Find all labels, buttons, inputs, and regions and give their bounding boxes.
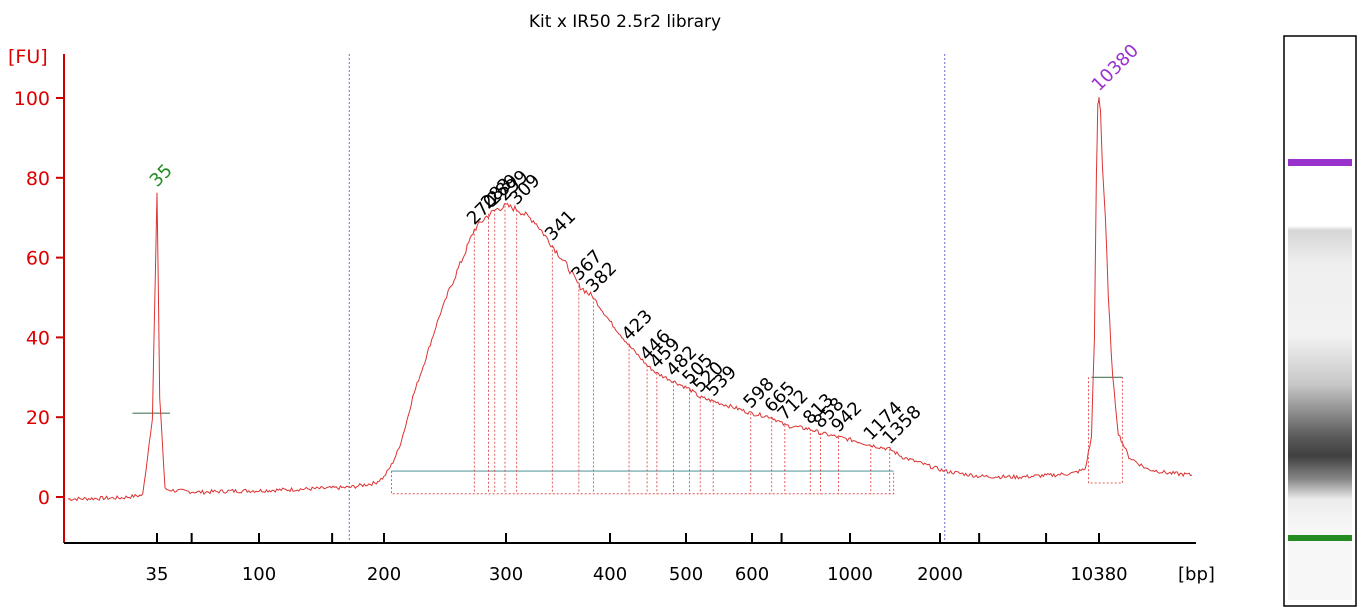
analysis-region: [348, 54, 946, 543]
axes: 0 20 40 60 80 100 35 100 200 300 400 500 600 1000 2000…: [14, 54, 1196, 585]
fluorescence-trace-line: [67, 97, 1193, 502]
x-tick-label: 35: [146, 564, 169, 585]
y-tick-label: 40: [26, 327, 50, 349]
lower-marker-label: 35: [146, 160, 177, 191]
x-tick-label: 10380: [1070, 564, 1127, 585]
chart-title: Kit x IR50 2.5r2 library: [529, 12, 721, 32]
x-tick-label: 2000: [917, 564, 963, 585]
gel-lane-smear: [1288, 120, 1352, 600]
x-tick-label: 300: [489, 564, 523, 585]
marker-layer: 35 10380: [146, 40, 1143, 191]
x-tick-label: 200: [367, 564, 401, 585]
y-tick-label: 80: [26, 168, 50, 190]
x-tick-label: 500: [669, 564, 703, 585]
y-tick-label: 100: [14, 88, 50, 110]
peak-size-label: 341: [541, 206, 580, 245]
y-tick-label: 60: [26, 248, 50, 270]
y-axis-label: [FU]: [8, 46, 48, 68]
trace-layer: 2702832892993093413673824234464594825055…: [67, 97, 1193, 502]
x-tick-label: 1000: [827, 564, 873, 585]
peak-regions: [132, 205, 1123, 495]
x-axis-label: [bp]: [1178, 564, 1215, 585]
gel-lower-marker-band: [1288, 535, 1352, 541]
smear-region-box: [391, 471, 895, 495]
virtual-gel-lane: [1283, 35, 1357, 607]
marker-region-box: [1087, 377, 1123, 484]
x-tick-label: 600: [735, 564, 769, 585]
gel-upper-marker-band: [1288, 159, 1352, 166]
y-tick-label: 0: [38, 487, 50, 509]
x-tick-label: 400: [593, 564, 627, 585]
y-tick-label: 20: [26, 407, 50, 429]
upper-marker-label: 10380: [1088, 40, 1143, 95]
x-tick-label: 100: [242, 564, 276, 585]
